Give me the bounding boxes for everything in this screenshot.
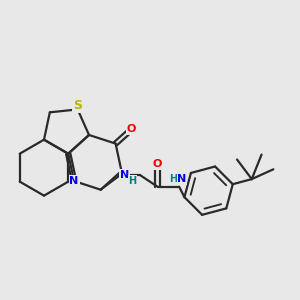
Text: H: H: [128, 176, 136, 186]
Text: N: N: [69, 176, 79, 186]
Text: H: H: [169, 174, 177, 184]
Text: O: O: [153, 159, 162, 169]
Text: N: N: [178, 174, 187, 184]
Text: S: S: [73, 99, 82, 112]
Text: O: O: [127, 124, 136, 134]
Text: N: N: [120, 170, 129, 180]
